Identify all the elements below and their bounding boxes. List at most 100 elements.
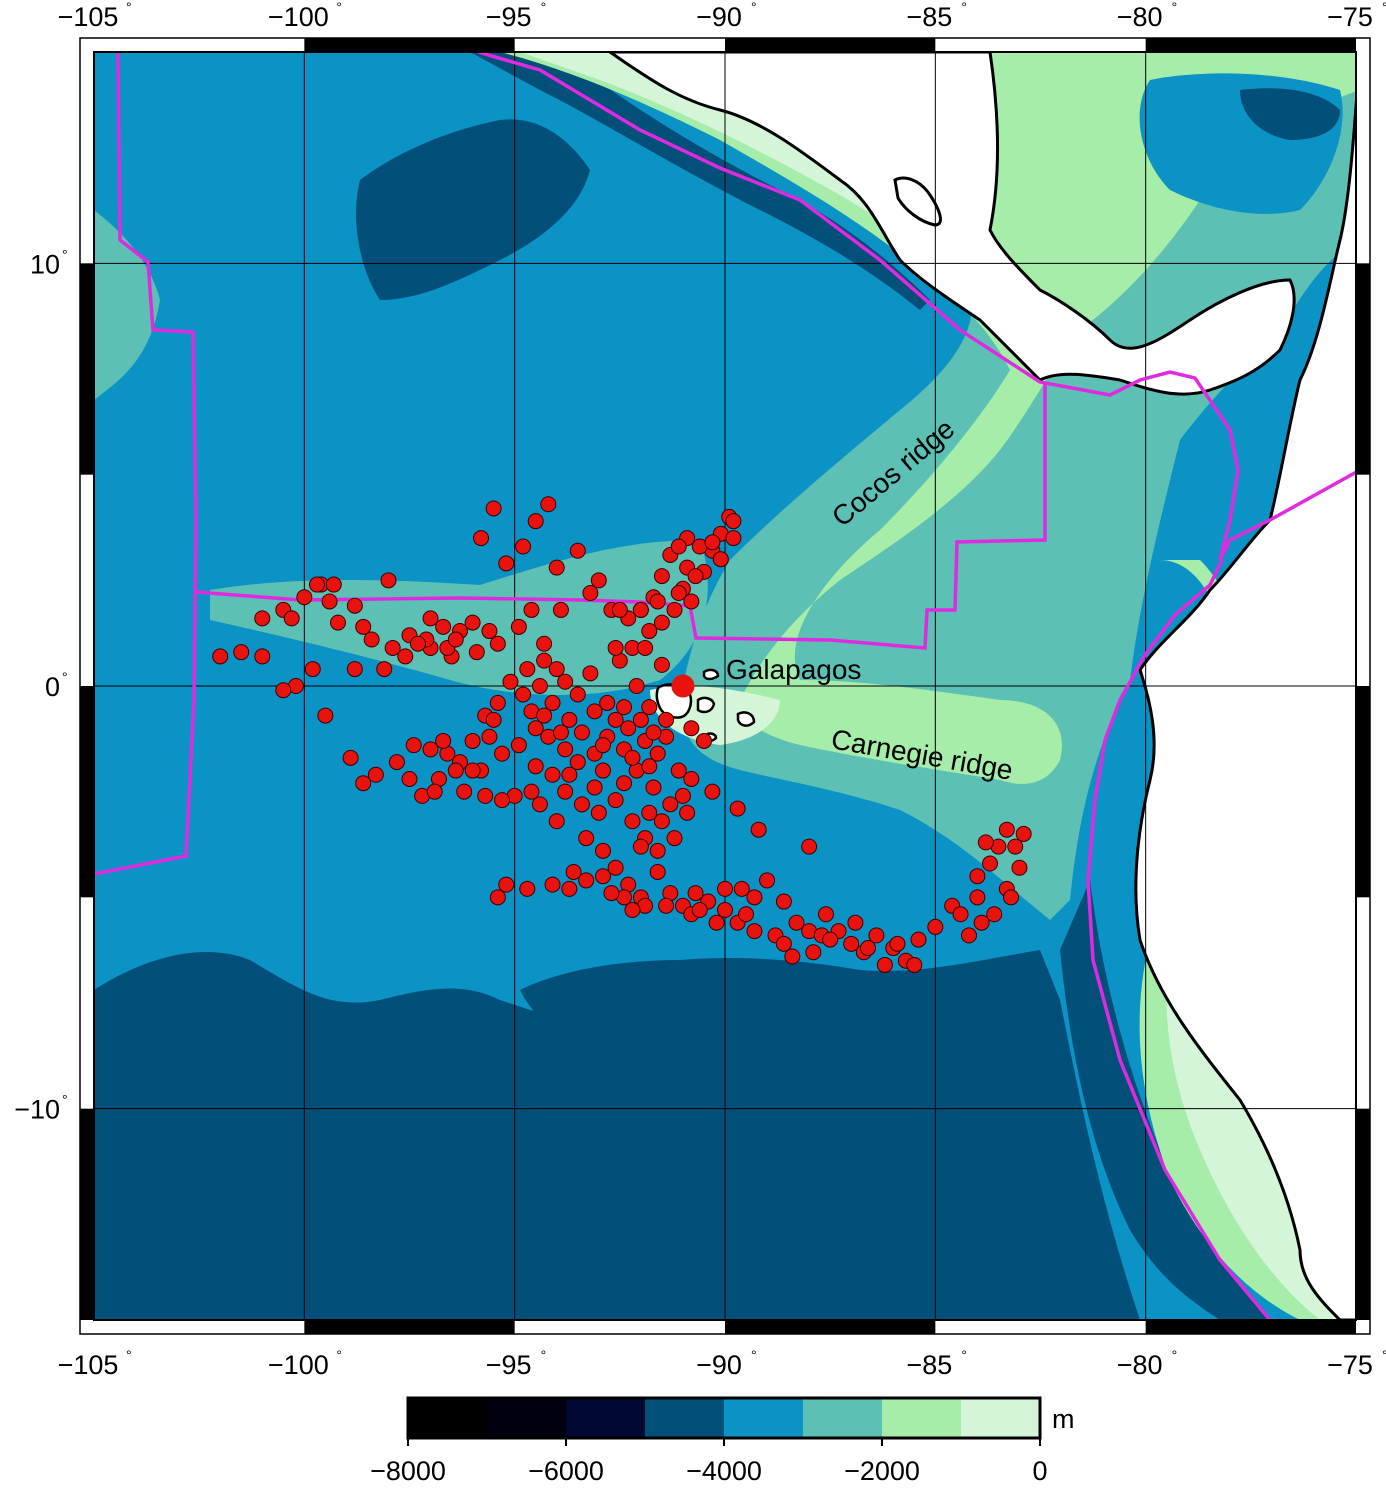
abyssal-basin: [356, 119, 590, 301]
event-dot: [759, 872, 776, 889]
degree-symbol: °: [62, 246, 68, 262]
event-dot: [674, 787, 691, 804]
land-central-america: [607, 52, 1296, 396]
colorbar-unit: m: [1052, 1404, 1075, 1434]
axis-tick-labels: −105 °−105 °−100 °−100 °−95 °−95 °−90 °−90 °−85 °…: [14, 0, 1386, 1380]
event-dot: [422, 741, 439, 758]
colorbar-tick-label: −8000: [370, 1456, 446, 1486]
event-dot: [847, 914, 864, 931]
event-dot: [683, 720, 700, 737]
event-dot: [603, 885, 620, 902]
degree-symbol: °: [961, 0, 967, 15]
event-dot: [649, 863, 666, 880]
event-dot: [960, 927, 977, 944]
event-dot: [489, 694, 506, 711]
event-dot: [649, 593, 666, 610]
event-dot: [712, 551, 729, 568]
event-dot: [843, 935, 860, 952]
event-dot: [586, 779, 603, 796]
event-dot: [641, 758, 658, 775]
boundary-line-trench-south: [1086, 559, 1272, 1320]
lon-tick-label: −80: [1117, 1350, 1163, 1380]
event-dot: [557, 673, 574, 690]
lon-tick-label: −90: [696, 2, 742, 32]
event-dot: [632, 601, 649, 618]
event-dot: [607, 792, 624, 809]
event-dot: [817, 906, 834, 923]
lon-tick-label: −90: [696, 1350, 742, 1380]
event-dot: [536, 652, 553, 669]
event-dot: [498, 555, 515, 572]
event-dot: [666, 601, 683, 618]
event-dot: [683, 770, 700, 787]
degree-symbol: °: [751, 1347, 757, 1363]
event-dot: [548, 661, 565, 678]
event-dot: [498, 876, 515, 893]
event-dot: [725, 530, 742, 547]
frame-bar-right: [1356, 1108, 1370, 1320]
event-dot: [910, 931, 927, 948]
event-dot: [658, 897, 675, 914]
event-dot: [653, 568, 670, 585]
frame-bar-top: [725, 38, 936, 52]
event-dot: [565, 863, 582, 880]
event-dot: [523, 601, 540, 618]
event-dot: [447, 762, 464, 779]
event-dot: [422, 610, 439, 627]
event-dot: [552, 601, 569, 618]
event-dot: [729, 800, 746, 817]
lon-tick-label: −100: [268, 2, 329, 32]
lon-tick-label: −105: [58, 1350, 119, 1380]
event-dot: [708, 914, 725, 931]
event-dot: [321, 593, 338, 610]
event-dot: [986, 906, 1003, 923]
event-dot: [283, 610, 300, 627]
ridge-slope: [94, 210, 160, 400]
event-dot: [649, 745, 666, 762]
degree-symbol: °: [541, 1347, 547, 1363]
event-dot: [569, 686, 586, 703]
boundary-line-west: [94, 52, 198, 876]
abyssal-basin: [94, 951, 900, 1320]
event-dot: [515, 686, 532, 703]
lat-tick-label: 0: [45, 672, 60, 702]
lon-tick-label: −100: [268, 1350, 329, 1380]
event-dot: [435, 618, 452, 635]
event-dot: [733, 880, 750, 897]
event-dot: [695, 732, 712, 749]
event-dot: [527, 513, 544, 530]
event-dot: [578, 830, 595, 847]
event-dot: [624, 749, 641, 766]
land-south-america: [1134, 86, 1356, 1320]
event-dot: [632, 711, 649, 728]
label-galapagos: Galapagos: [726, 654, 861, 685]
event-dot: [569, 542, 586, 559]
event-dot: [544, 876, 561, 893]
event-dot: [775, 935, 792, 952]
depth-colorbar: −8000 −6000 −4000 −2000 0: [370, 1396, 1048, 1486]
event-dot: [485, 711, 502, 728]
event-dot: [531, 678, 548, 694]
event-dot: [548, 813, 565, 830]
event-dot: [645, 724, 662, 741]
event-dot: [494, 745, 511, 762]
event-dot: [666, 830, 683, 847]
event-dot: [969, 868, 986, 885]
event-dot: [510, 737, 527, 754]
event-dot: [355, 618, 372, 635]
degree-symbol: °: [62, 1092, 68, 1108]
event-dot: [544, 766, 561, 783]
event-dot: [653, 656, 670, 673]
event-dot: [510, 618, 527, 635]
degree-symbol: °: [1172, 1347, 1178, 1363]
event-dot: [725, 513, 742, 530]
event-dot: [624, 902, 641, 919]
event-dot: [468, 644, 485, 661]
event-dot: [464, 732, 481, 749]
event-dot: [409, 635, 426, 652]
event-dot: [649, 842, 666, 859]
event-dot: [595, 762, 612, 779]
degree-symbol: °: [62, 669, 68, 685]
event-dot: [704, 534, 721, 551]
